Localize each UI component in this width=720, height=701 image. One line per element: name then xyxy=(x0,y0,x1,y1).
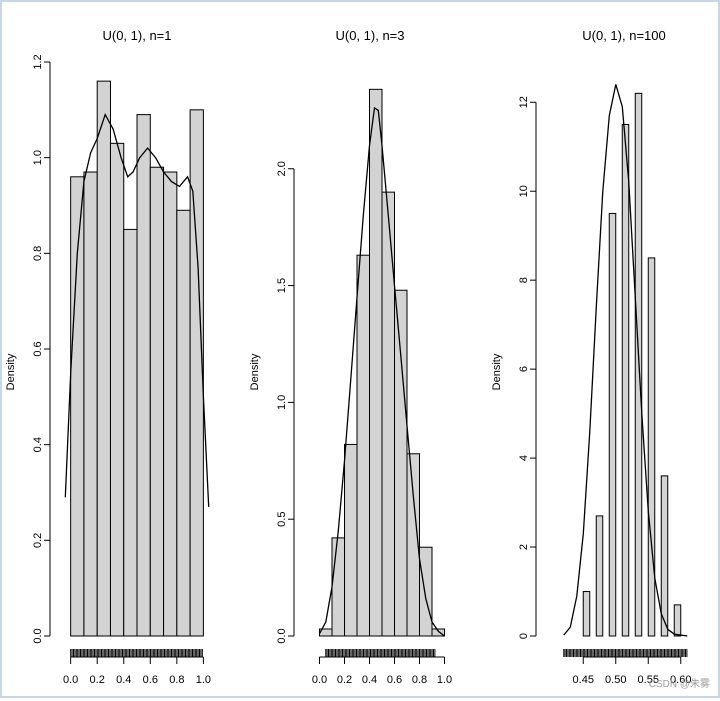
chart-title: U(0, 1), n=3 xyxy=(335,28,404,43)
x-tick-label: 0.6 xyxy=(143,674,158,686)
histogram-bar xyxy=(137,115,150,636)
y-tick-label: 0.4 xyxy=(32,437,44,452)
chart-panel-2: U(0, 1), n=3 Density 0.0 0.5 1.0 1.5 2.0 0.0 0.2… xyxy=(249,28,452,686)
y-axis-label: Density xyxy=(249,353,261,390)
y-tick-label: 0.5 xyxy=(276,512,288,527)
y-tick-label: 0.0 xyxy=(276,628,288,643)
histogram-bar xyxy=(110,143,123,636)
y-tick-label: 0.0 xyxy=(32,628,44,643)
histogram-bar xyxy=(150,167,163,636)
y-tick-label: 12 xyxy=(518,96,530,108)
y-tick-label: 2 xyxy=(518,544,530,550)
y-tick-label: 10 xyxy=(518,185,530,197)
x-tick-label: 0.2 xyxy=(337,674,352,686)
y-tick-label: 1.5 xyxy=(276,278,288,293)
x-tick-label: 0.50 xyxy=(605,674,626,686)
x-tick-label: 0.0 xyxy=(312,674,327,686)
x-tick-label: 0.0 xyxy=(63,674,78,686)
y-tick-label: 6 xyxy=(518,366,530,372)
y-tick-label: 2.0 xyxy=(276,161,288,176)
x-tick-label: 0.8 xyxy=(169,674,184,686)
y-tick-label: 0 xyxy=(518,633,530,639)
histogram-bar xyxy=(596,516,603,636)
x-tick-label: 0.2 xyxy=(90,674,105,686)
histogram-bar xyxy=(84,172,97,636)
histogram-bar xyxy=(177,210,190,636)
y-tick-label: 0.2 xyxy=(32,533,44,548)
histogram-bar xyxy=(622,124,629,636)
histogram-bar xyxy=(164,172,177,636)
x-tick-label: 0.4 xyxy=(116,674,131,686)
y-tick-label: 1.2 xyxy=(32,54,44,69)
histogram-bar xyxy=(71,177,84,636)
histogram-bar xyxy=(420,547,433,636)
x-tick-label: 0.8 xyxy=(412,674,427,686)
x-tick-label: 0.4 xyxy=(362,674,377,686)
watermark: CSDN @朱雾 xyxy=(649,675,710,690)
x-tick-label: 0.6 xyxy=(387,674,402,686)
y-tick-label: 0.8 xyxy=(32,246,44,261)
x-tick-label: 1.0 xyxy=(437,674,452,686)
chart-title: U(0, 1), n=100 xyxy=(582,28,665,43)
x-tick-label: 1.0 xyxy=(196,674,211,686)
y-axis-label: Density xyxy=(491,353,503,390)
histogram-bar xyxy=(345,444,358,636)
x-tick-label: 0.45 xyxy=(573,674,594,686)
histogram-bar xyxy=(357,255,370,636)
y-tick-label: 1.0 xyxy=(276,395,288,410)
histogram-bar xyxy=(674,605,681,636)
y-tick-label: 1.0 xyxy=(32,150,44,165)
y-tick-label: 8 xyxy=(518,277,530,283)
chart-panel-1: U(0, 1), n=1 Density 0.0 0.2 0.4 0.6 0.8 1.0 1.2… xyxy=(5,28,211,686)
y-axis-label: Density xyxy=(5,353,17,390)
histogram-bar xyxy=(370,89,383,636)
histogram-bar xyxy=(583,592,590,636)
y-tick-label: 0.6 xyxy=(32,341,44,356)
histogram-bar xyxy=(609,213,616,636)
histogram-bar xyxy=(648,258,655,636)
histogram-bar xyxy=(332,538,345,636)
histogram-bar xyxy=(395,290,408,636)
histogram-bar xyxy=(661,476,668,636)
histogram-bar xyxy=(124,229,137,636)
y-tick-label: 4 xyxy=(518,455,530,461)
histogram-bar xyxy=(97,81,110,636)
chart-title: U(0, 1), n=1 xyxy=(102,28,171,43)
